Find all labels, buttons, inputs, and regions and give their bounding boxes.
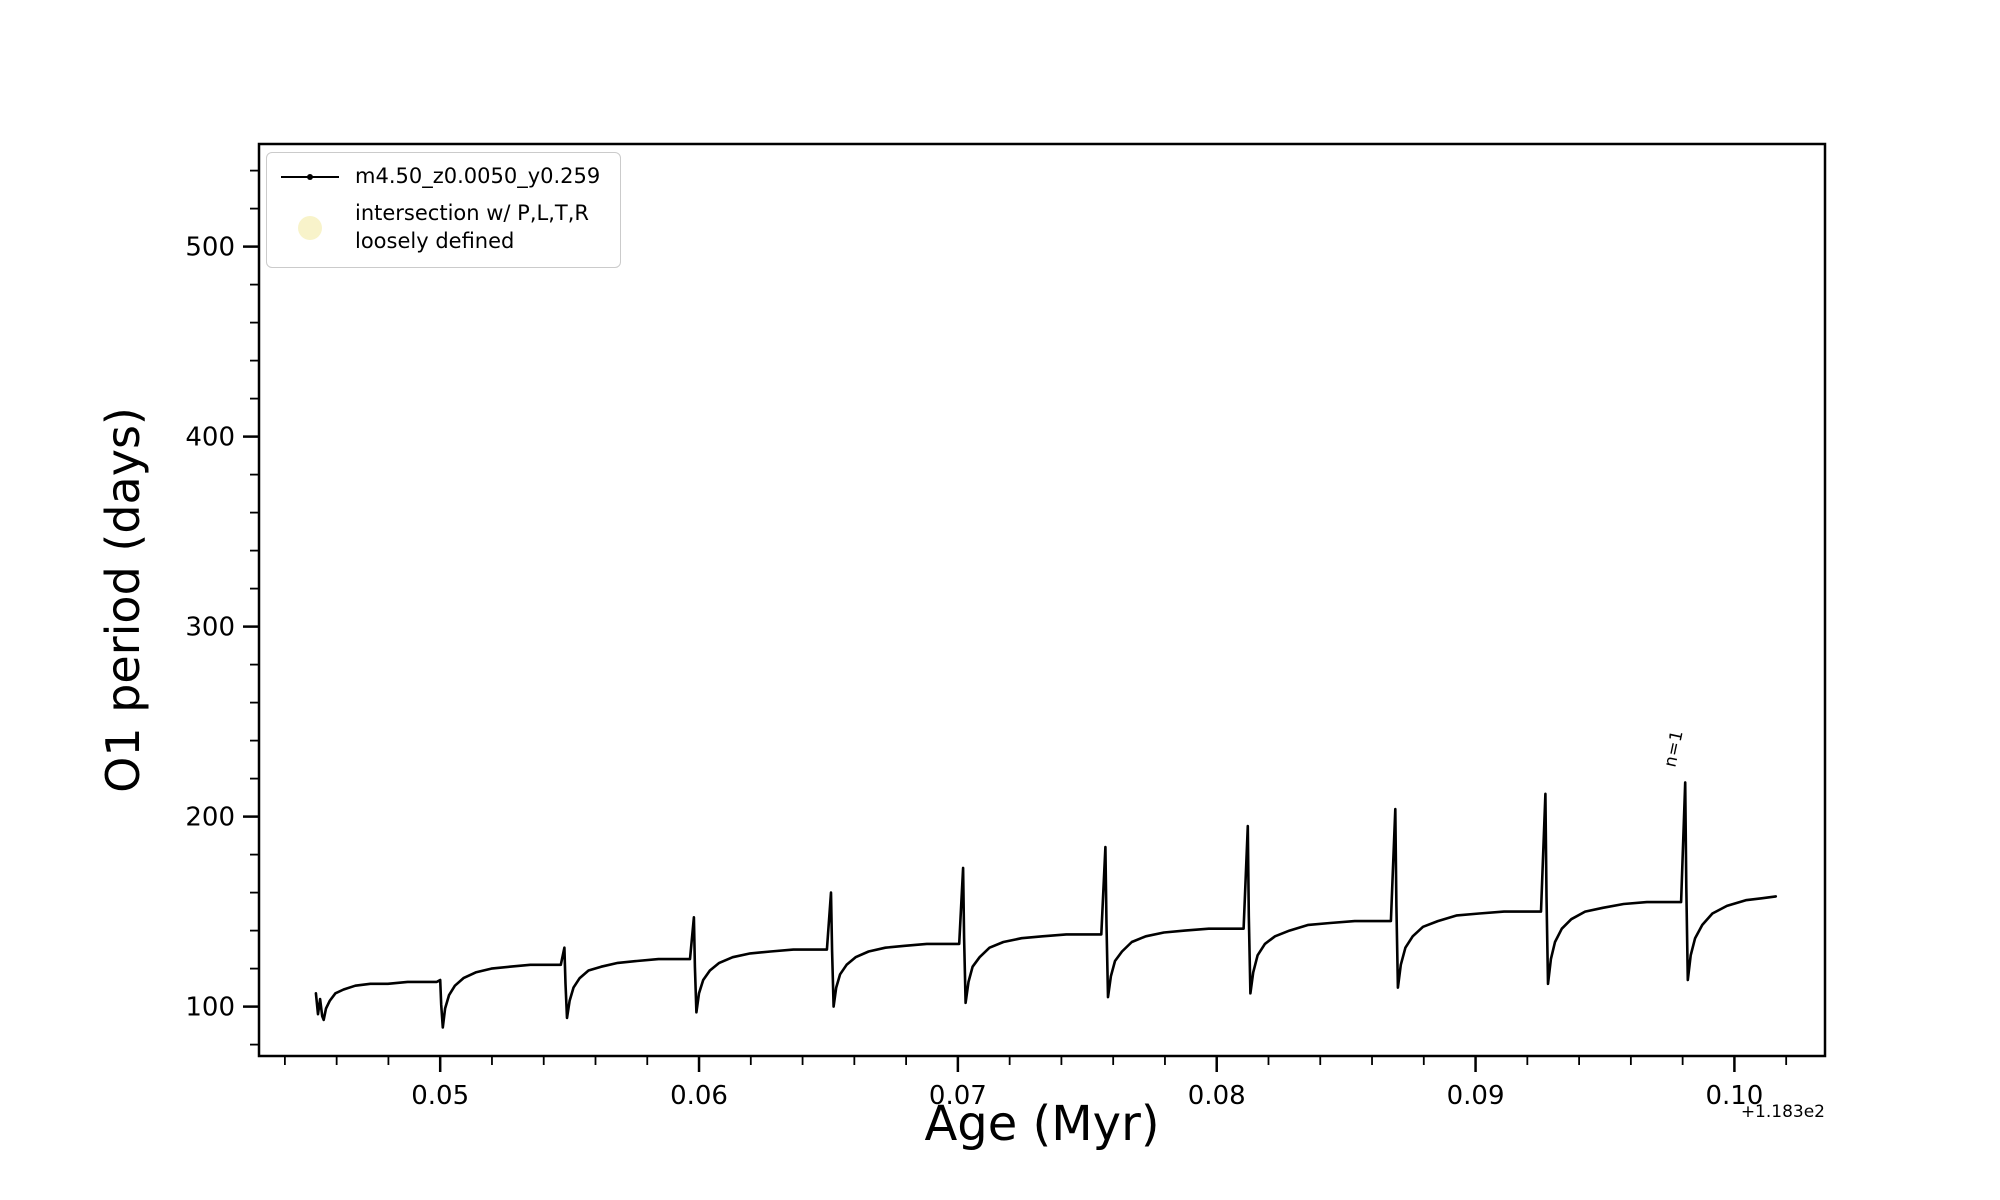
svg-text:0.10: 0.10 bbox=[1705, 1081, 1763, 1111]
legend-label-series: m4.50_z0.0050_y0.259 bbox=[355, 164, 601, 188]
svg-text:0.06: 0.06 bbox=[670, 1081, 728, 1111]
legend-label-line2: loosely defined bbox=[355, 228, 515, 253]
svg-text:0.05: 0.05 bbox=[411, 1081, 469, 1111]
svg-text:300: 300 bbox=[185, 613, 235, 643]
svg-text:0.08: 0.08 bbox=[1188, 1081, 1246, 1111]
legend-label-line1: intersection w/ P,L,T,R bbox=[355, 201, 589, 226]
x-axis-label: Age (Myr) bbox=[924, 1096, 1160, 1152]
svg-text:500: 500 bbox=[185, 233, 235, 263]
svg-text:200: 200 bbox=[185, 803, 235, 833]
legend-label-intersection: intersection w/ P,L,T,R loosely defined bbox=[355, 200, 589, 255]
svg-text:400: 400 bbox=[185, 423, 235, 453]
legend-entry-intersection: intersection w/ P,L,T,R loosely defined bbox=[281, 200, 600, 255]
svg-text:0.07: 0.07 bbox=[929, 1081, 987, 1111]
line-dot-marker-icon bbox=[281, 173, 339, 180]
legend: m4.50_z0.0050_y0.259 intersection w/ P,L… bbox=[266, 152, 622, 268]
legend-entry-series: m4.50_z0.0050_y0.259 bbox=[281, 163, 600, 190]
svg-text:100: 100 bbox=[185, 993, 235, 1023]
circle-marker-icon bbox=[281, 215, 339, 240]
svg-text:0.09: 0.09 bbox=[1447, 1081, 1505, 1111]
x-axis-offset-label: +1.183e2 bbox=[1740, 1102, 1825, 1122]
y-axis-label: O1 period (days) bbox=[96, 407, 150, 793]
